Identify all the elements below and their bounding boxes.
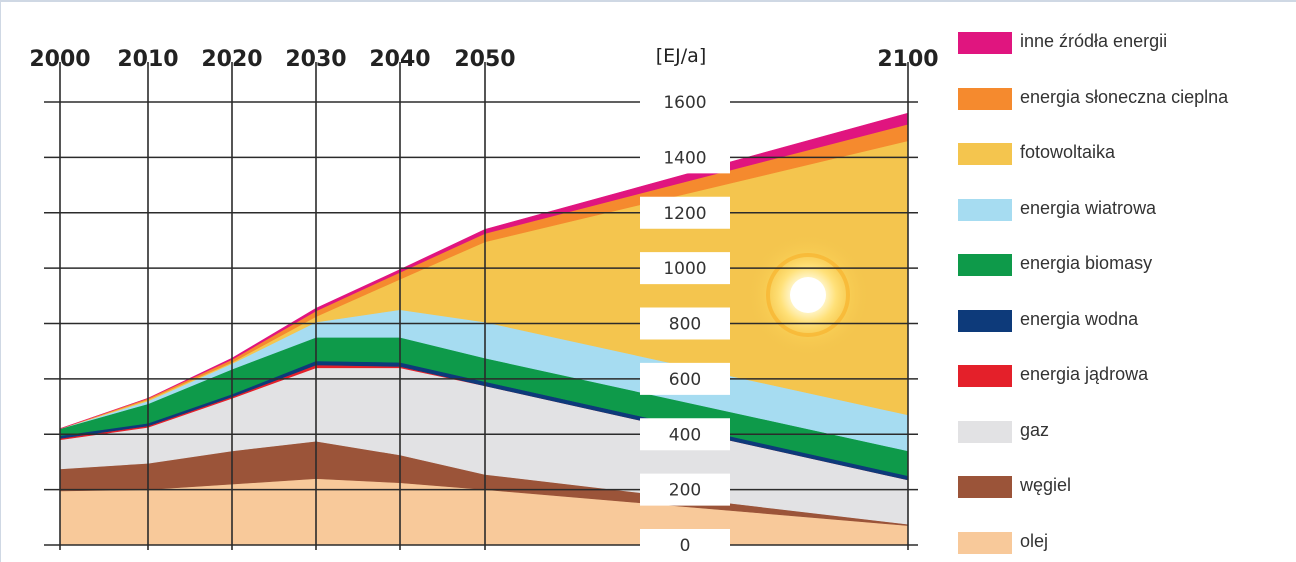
legend-label: gaz	[1020, 419, 1050, 440]
ytick-box	[640, 141, 730, 174]
ytick-box	[640, 196, 730, 229]
xtick-label: 2050	[454, 47, 515, 72]
ytick-label: 1000	[663, 259, 706, 279]
legend-label: energia słoneczna cieplna	[1020, 86, 1229, 107]
xtick-label: 2100	[877, 47, 938, 72]
legend-swatch	[958, 87, 1012, 110]
ytick-label: 800	[669, 315, 701, 335]
x-axis-labels: 2000 2010 2020 2030 2040 2050 2100	[29, 47, 938, 72]
ytick-box	[640, 418, 730, 451]
xtick-label: 2030	[285, 47, 346, 72]
y-axis-labels: 1600 1400 1200 1000 800 600 400 200 0	[640, 86, 730, 561]
legend-label: energia biomasy	[1020, 253, 1153, 273]
ytick-box	[640, 252, 730, 285]
grid-lines	[44, 62, 918, 550]
ytick-label: 600	[669, 370, 701, 390]
legend-swatch	[958, 254, 1012, 276]
ytick-box	[640, 86, 730, 118]
xtick-label: 2040	[369, 47, 430, 72]
legend-label: energia wodna	[1020, 308, 1139, 329]
legend-swatch	[958, 143, 1012, 165]
legend-label: energia jądrowa	[1020, 364, 1149, 384]
legend-swatch	[958, 32, 1012, 54]
ytick-box	[640, 473, 730, 506]
legend-label: olej	[1020, 530, 1049, 551]
xtick-label: 2000	[29, 47, 90, 72]
ytick-box	[640, 529, 730, 561]
ytick-label: 1200	[663, 204, 706, 224]
legend-swatch	[958, 420, 1012, 443]
legend-swatch	[958, 198, 1012, 221]
ytick-label: 1600	[663, 93, 706, 113]
sun-icon	[746, 233, 870, 357]
unit-label: [EJ/a]	[656, 45, 706, 67]
ytick-label: 200	[669, 481, 701, 501]
ytick-box	[640, 362, 730, 395]
xtick-label: 2010	[117, 47, 178, 72]
ytick-label: 1400	[663, 148, 706, 168]
legend-label: fotowoltaika	[1020, 142, 1116, 162]
legend-swatch	[958, 531, 1012, 554]
ytick-box	[640, 307, 730, 340]
legend-swatch	[958, 365, 1012, 387]
legend-swatch	[958, 309, 1012, 332]
legend-label: inne źródła energii	[1020, 31, 1168, 51]
xtick-label: 2020	[201, 47, 262, 72]
legend-label: węgiel	[1020, 475, 1072, 495]
ytick-label: 400	[669, 425, 701, 445]
legend-label: energia wiatrowa	[1020, 197, 1157, 218]
ytick-label: 0	[680, 536, 691, 556]
legend-swatch	[958, 476, 1012, 498]
